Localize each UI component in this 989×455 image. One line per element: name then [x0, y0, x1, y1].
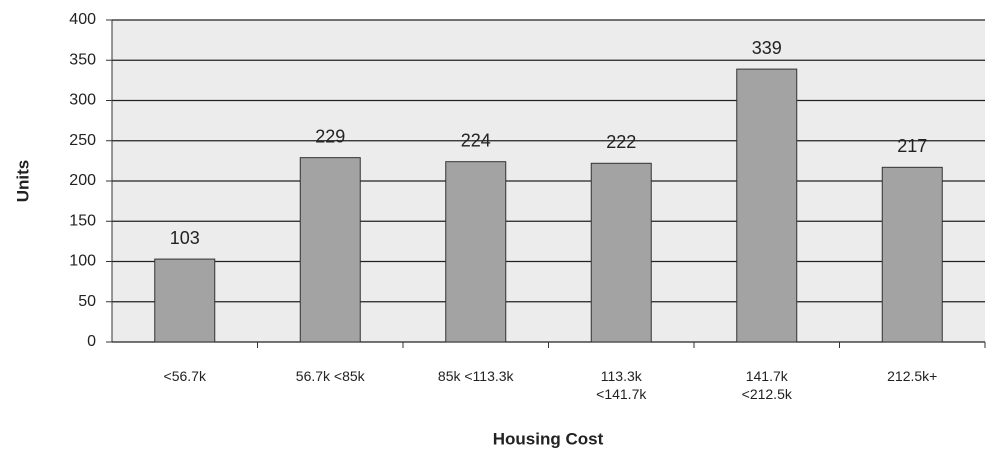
data-label: 217	[897, 136, 927, 156]
y-tick-label: 50	[78, 293, 96, 310]
x-tick-label: 141.7k <212.5k	[741, 368, 792, 402]
y-tick-label: 300	[69, 92, 96, 109]
data-label: 222	[606, 132, 636, 152]
x-axis-label: Housing Cost	[493, 429, 604, 448]
bar	[299, 157, 361, 343]
y-tick-label: 100	[69, 253, 96, 270]
y-axis-label: Units	[13, 160, 32, 203]
x-tick-label: 113.3k <141.7k	[596, 368, 647, 402]
bar	[881, 166, 943, 343]
bar	[736, 68, 798, 343]
y-tick-label: 150	[69, 212, 96, 229]
data-label: 103	[170, 228, 200, 248]
x-tick-label: 56.7k <85k	[295, 368, 365, 384]
x-tick-label: <56.7k	[163, 368, 206, 384]
bar	[154, 258, 216, 343]
y-tick-label: 250	[69, 132, 96, 149]
data-label: 224	[461, 130, 491, 150]
y-tick-label: 350	[69, 51, 96, 68]
x-tick-label: 85k <113.3k	[437, 368, 514, 384]
y-tick-label: 0	[87, 333, 96, 350]
bar	[590, 162, 652, 343]
x-tick-label: 212.5k+	[887, 368, 938, 384]
y-tick-label: 200	[69, 172, 96, 189]
data-label: 339	[752, 38, 782, 58]
y-tick-label: 400	[69, 11, 96, 28]
data-label: 229	[315, 126, 345, 146]
bar	[445, 161, 507, 343]
